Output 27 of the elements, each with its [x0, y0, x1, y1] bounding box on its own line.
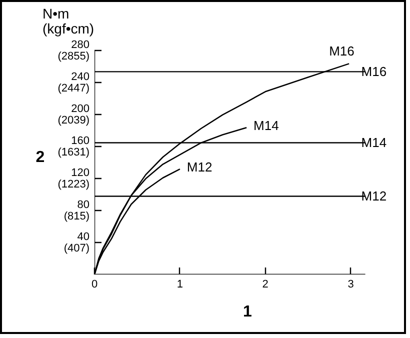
y-tick-label: 280 [71, 39, 90, 52]
y2-tick-label: (407) [64, 242, 90, 254]
y-tick-label: 80 [77, 198, 90, 211]
y2-tick-label: (2855) [58, 50, 90, 63]
text: N•m (kgf•cm) [42, 5, 94, 36]
y2-tick-label: (2447) [58, 82, 90, 95]
y-tick-label: 240 [71, 71, 90, 84]
y2-tick-label: (2039) [58, 114, 90, 126]
y-tick-label: 200 [71, 103, 90, 116]
y2-tick-label: (1631) [58, 146, 90, 158]
y2-tick-label: (1223) [58, 178, 90, 190]
y2-axis-title: 2 [36, 149, 45, 166]
x-tick-label: 0 [91, 278, 98, 290]
ref-line-label: M14 [361, 135, 387, 150]
x-tick-label: 1 [176, 278, 183, 290]
y-tick-label: 40 [77, 230, 90, 243]
ref-line-label: M12 [361, 188, 387, 204]
y-tick-label: 120 [71, 166, 90, 179]
y-tick-label: 160 [71, 135, 90, 148]
series-label: M16 [329, 44, 354, 59]
series-label: M12 [186, 160, 212, 175]
x-tick-label: 2 [262, 278, 268, 290]
ref-line-label: M16 [361, 64, 387, 80]
x-tick-label: 3 [348, 278, 354, 290]
x-axis-title: 1 [243, 304, 252, 320]
series-label: M14 [254, 118, 279, 134]
y2-tick-label: (815) [64, 210, 90, 222]
